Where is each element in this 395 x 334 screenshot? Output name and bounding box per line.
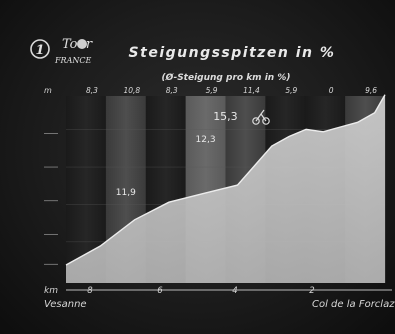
- end-place-label: Col de la Forclaz: [312, 299, 395, 310]
- logo-ball-icon: [77, 39, 87, 49]
- profile-line: [65, 94, 386, 266]
- segment-gradient-label: 5,9: [206, 86, 218, 95]
- logo-line2: FRANCE: [54, 56, 91, 65]
- segment-gradient-label: 5,9: [285, 86, 297, 95]
- chart-title: Steigungsspitzen in %: [129, 45, 336, 61]
- km-tick-label: 8: [87, 286, 93, 296]
- segment-gradient-label: 8,3: [86, 86, 98, 95]
- chart-subtitle: (Ø-Steigung pro km in %): [162, 72, 291, 83]
- km-tick-label: 6: [157, 286, 163, 296]
- profile-area: [66, 94, 385, 283]
- x-axis: km Vesanne Col de la Forclaz: [44, 286, 395, 310]
- km-tick-label: 4: [232, 286, 237, 296]
- peak-gradient-label: 12,3: [196, 135, 216, 145]
- peak-gradient-label: 11,9: [116, 188, 136, 198]
- channel-circle-icon: [30, 39, 50, 59]
- start-place-label: Vesanne: [44, 299, 87, 310]
- segment-gradient-label: 11,4: [243, 86, 260, 95]
- segment-gradient-label: 8,3: [166, 86, 178, 95]
- segment-gradient-label: 9,6: [365, 86, 377, 95]
- km-to-go-ticks: 8 6 4 2: [66, 286, 392, 296]
- cyclist-icon: [252, 109, 270, 125]
- y-axis-ticks: m: [44, 86, 58, 265]
- segment-gradient-label: 0: [329, 86, 334, 95]
- peak-gradient-label: 15,3: [213, 110, 238, 123]
- segment-gradient-label: 10,8: [123, 86, 140, 95]
- ard-tour-logo: 1 Tour FRANCE: [30, 37, 93, 65]
- y-top-label: m: [44, 86, 52, 95]
- peak-gradient-labels: 11,9 12,3 15,3: [116, 110, 238, 198]
- channel-number: 1: [35, 43, 44, 58]
- km-tick-label: 2: [309, 286, 314, 296]
- elevation-profile: [65, 94, 386, 283]
- segment-gradient-labels: 8,3 10,8 8,3 5,9 11,4 5,9 0 9,6: [86, 86, 377, 95]
- x-axis-label: km: [44, 286, 58, 296]
